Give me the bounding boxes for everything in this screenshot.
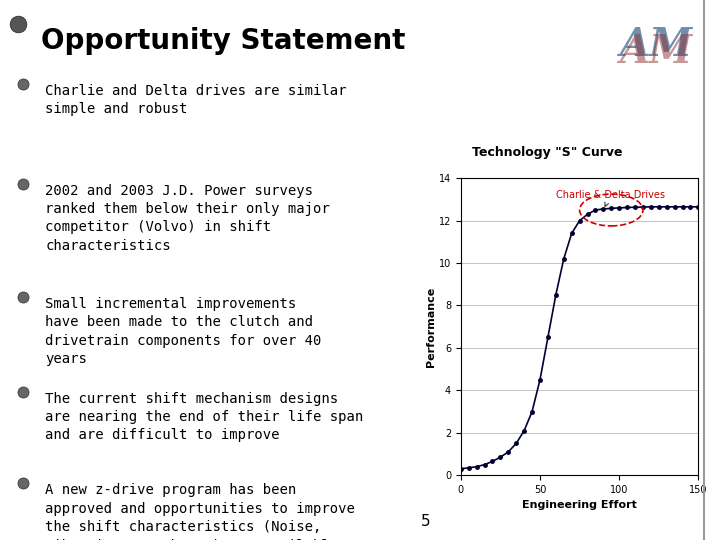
- Text: AM: AM: [618, 32, 692, 71]
- Text: Small incremental improvements
have been made to the clutch and
drivetrain compo: Small incremental improvements have been…: [45, 297, 322, 366]
- Text: Technology "S" Curve: Technology "S" Curve: [472, 146, 622, 159]
- Y-axis label: Performance: Performance: [426, 287, 436, 367]
- Text: Charlie and Delta drives are similar
simple and robust: Charlie and Delta drives are similar sim…: [45, 84, 347, 116]
- Text: Opportunity Statement: Opportunity Statement: [41, 27, 405, 55]
- Text: Charlie & Delta Drives: Charlie & Delta Drives: [556, 190, 665, 206]
- Text: 5: 5: [421, 514, 431, 529]
- Text: AM: AM: [618, 26, 692, 64]
- Text: 2002 and 2003 J.D. Power surveys
ranked them below their only major
competitor (: 2002 and 2003 J.D. Power surveys ranked …: [45, 184, 330, 253]
- Text: A new z-drive program has been
approved and opportunities to improve
the shift c: A new z-drive program has been approved …: [45, 483, 355, 540]
- Text: The current shift mechanism designs
are nearing the end of their life span
and a: The current shift mechanism designs are …: [45, 392, 364, 442]
- X-axis label: Engineering Effort: Engineering Effort: [522, 501, 637, 510]
